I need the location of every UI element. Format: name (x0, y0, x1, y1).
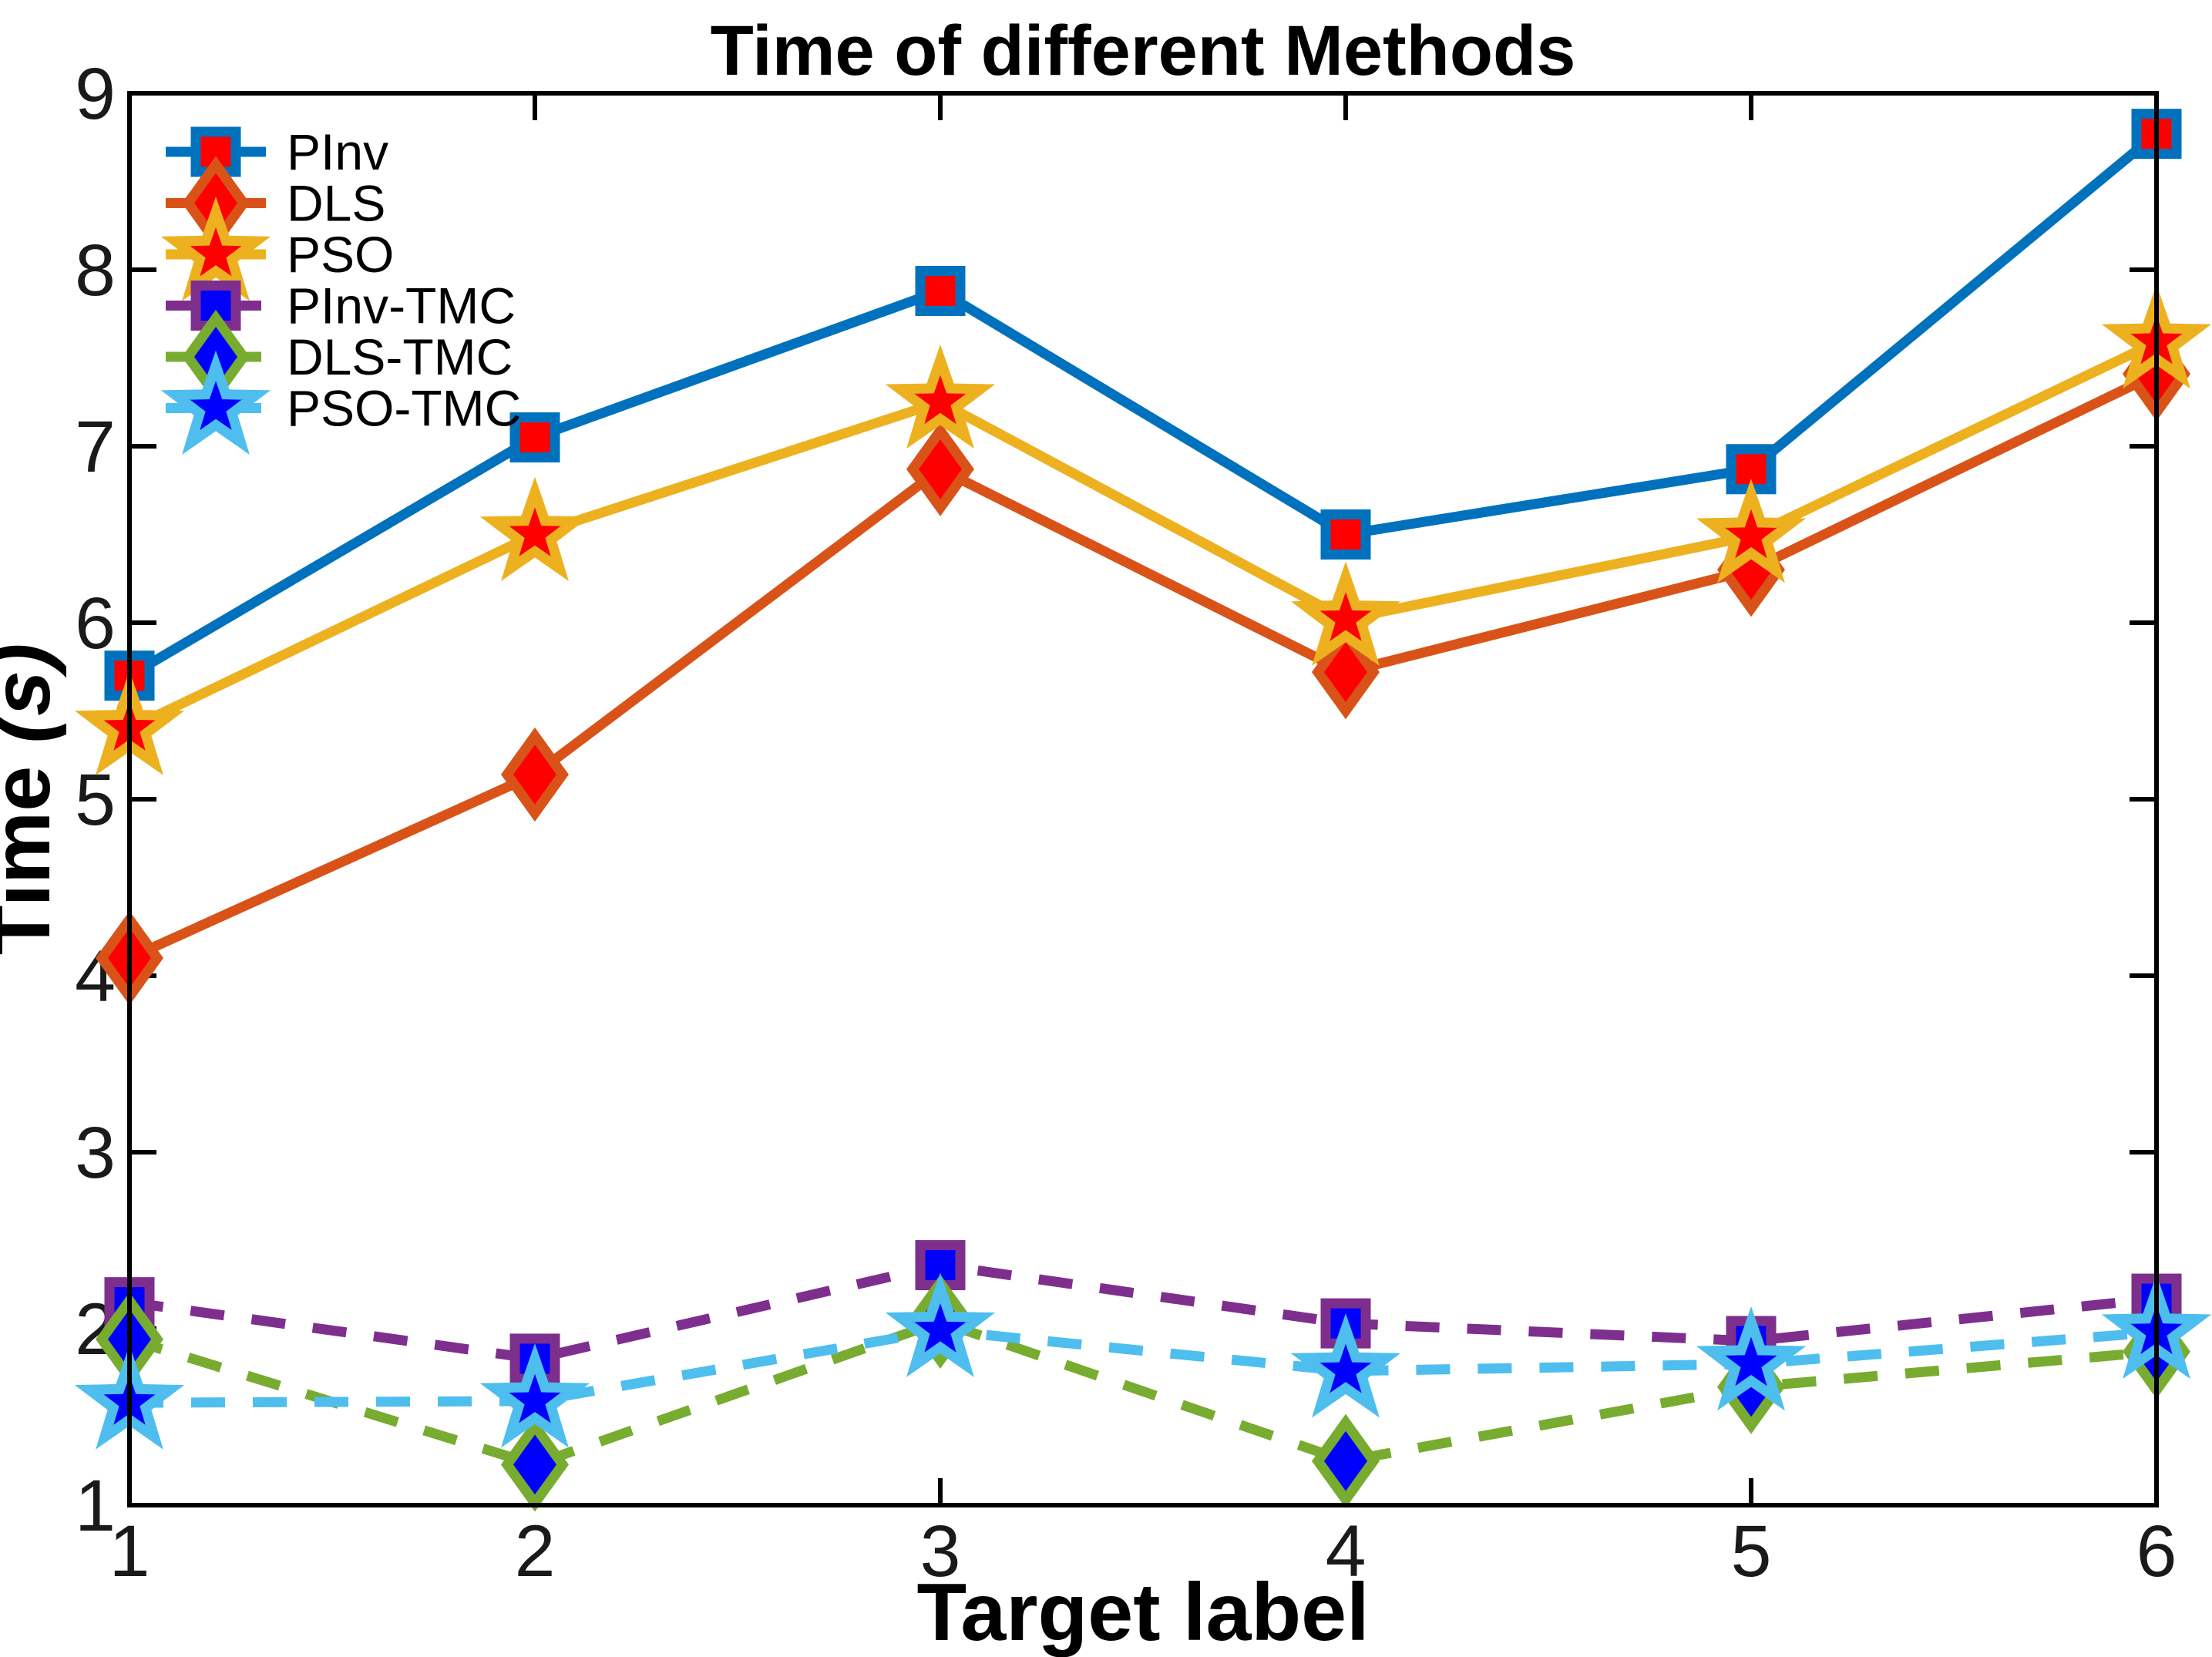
data-point-pinv-x4 (1320, 509, 1371, 560)
y-tick-label-9: 9 (75, 53, 116, 135)
series-line-dls (127, 369, 2159, 963)
series-line-dls-tmc (128, 1316, 2157, 1470)
x-tick-label-3: 3 (920, 1511, 961, 1592)
data-point-pinv-x2 (509, 412, 560, 463)
plot-border-box (127, 91, 2159, 1507)
y-tick-label-7: 7 (75, 406, 116, 488)
legend-marker-pinv-tmc (190, 281, 241, 331)
data-point-pso-x5 (1696, 478, 1807, 583)
legend-label-dls: DLS (287, 175, 385, 232)
legend-item-pinv-tmc: PInv-TMC (166, 277, 516, 334)
legend-marker-pso-tmc (160, 350, 271, 455)
series-pso-tmc (74, 1272, 2212, 1450)
x-axis-label: Target label (916, 1567, 1369, 1657)
legend-label-dls-tmc: DLS-TMC (287, 328, 513, 385)
series-line-pso-tmc (129, 1325, 2157, 1408)
data-point-pso-tmc-x3 (885, 1272, 996, 1377)
data-point-dls-x2 (500, 727, 570, 822)
x-tick-label-6: 6 (2136, 1511, 2177, 1592)
legend-label-pso: PSO (287, 226, 394, 283)
series-line-pinv-tmc (129, 1260, 2157, 1364)
series-dls-tmc (95, 1274, 2191, 1512)
data-point-pinv-x3 (915, 265, 966, 316)
x-tick-label-1: 1 (109, 1511, 150, 1592)
data-point-dls-x4 (1311, 624, 1380, 720)
series-line-pso (127, 338, 2159, 734)
legend-label-pso-tmc: PSO-TMC (287, 380, 521, 437)
legend-marker-pso (160, 197, 271, 301)
legend-item-pso: PSO (160, 197, 394, 301)
data-point-pso-tmc-x5 (1696, 1306, 1807, 1411)
y-tick-label-3: 3 (75, 1112, 116, 1194)
series-pinv (104, 109, 2182, 701)
y-tick-label-8: 8 (75, 230, 116, 311)
legend-item-pinv: PInv (166, 123, 388, 180)
chart-title: Time of different Methods (711, 12, 1576, 90)
legend-label-pinv: PInv (287, 123, 388, 180)
data-point-pso-x2 (479, 476, 590, 582)
legend-item-pso-tmc: PSO-TMC (160, 350, 521, 455)
y-tick-label-5: 5 (75, 759, 116, 841)
data-point-pso-tmc-x4 (1290, 1313, 1401, 1418)
data-point-pso-x4 (1290, 561, 1401, 666)
x-tick-label-5: 5 (1731, 1511, 1772, 1592)
x-tick-label-4: 4 (1326, 1511, 1367, 1592)
data-point-pso-tmc-x2 (479, 1343, 590, 1448)
y-tick-label-1: 1 (75, 1465, 116, 1547)
series-line-pinv (126, 129, 2160, 681)
data-point-dls-x3 (906, 422, 975, 516)
legend-label-pinv-tmc: PInv-TMC (287, 277, 516, 334)
x-tick-label-2: 2 (515, 1511, 556, 1592)
y-axis-label: Time (s) (0, 644, 67, 956)
data-point-pso-x3 (885, 344, 996, 449)
data-point-dls-tmc-x4 (1311, 1413, 1380, 1508)
